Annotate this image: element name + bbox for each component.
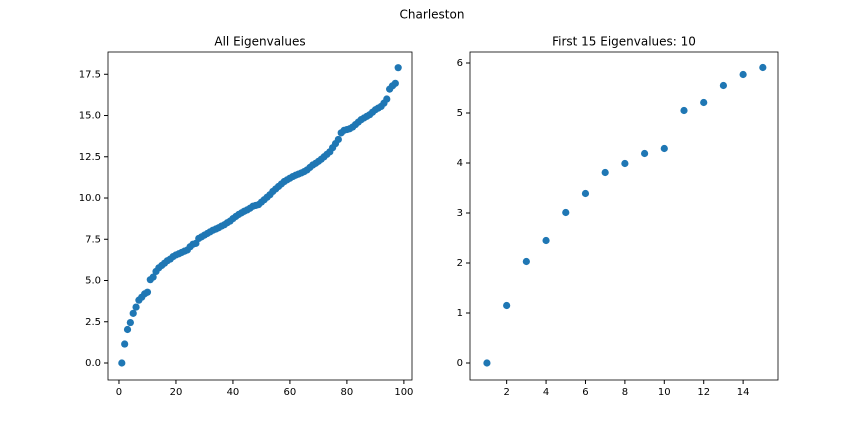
y-tick-label: 12.5 [79, 152, 101, 163]
y-tick-label: 1 [457, 308, 463, 319]
x-tick-label: 6 [582, 387, 588, 398]
point [660, 144, 668, 153]
x-tick-label: 100 [394, 387, 413, 398]
point [143, 288, 152, 296]
point [394, 64, 402, 72]
x-tick-label: 40 [227, 387, 240, 398]
x-tick-label: 4 [543, 387, 549, 398]
x-tick-label: 2 [503, 387, 509, 398]
y-tick-label: 0 [457, 358, 463, 369]
y-tick-label: 15.0 [79, 111, 101, 122]
point [132, 303, 140, 311]
axes-frame [107, 51, 413, 381]
point [719, 81, 728, 90]
point [680, 106, 688, 115]
point [522, 257, 530, 266]
x-tick-label: 12 [697, 387, 710, 398]
x-tick-label: 60 [284, 387, 297, 398]
point [542, 236, 550, 245]
axes-title: First 15 Eigenvalues: 10 [552, 35, 696, 49]
y-tick-label: 2.5 [85, 317, 101, 328]
point [129, 309, 137, 317]
point [391, 79, 399, 87]
y-tick-label: 3 [457, 208, 463, 219]
point [640, 149, 649, 158]
point [123, 325, 132, 334]
y-tick-label: 5 [457, 108, 463, 119]
point [601, 168, 609, 177]
y-tick-label: 7.5 [85, 234, 101, 245]
point [581, 189, 590, 198]
y-tick-label: 17.5 [79, 69, 101, 80]
point [562, 208, 570, 217]
y-tick-label: 0.0 [85, 358, 101, 369]
y-tick-label: 2 [457, 258, 463, 269]
x-tick-label: 80 [341, 387, 354, 398]
y-tick-label: 4 [457, 158, 463, 169]
point [334, 135, 342, 144]
point [383, 95, 391, 103]
figure-title: Charleston [400, 8, 465, 22]
point [621, 159, 629, 168]
point [126, 318, 134, 327]
x-tick-label: 20 [170, 387, 183, 398]
y-tick-label: 5.0 [85, 276, 101, 287]
y-tick-label: 10.0 [79, 193, 101, 204]
point [118, 359, 126, 367]
point [483, 359, 491, 367]
x-tick-label: 14 [737, 387, 750, 398]
x-tick-label: 0 [116, 387, 122, 398]
y-tick-label: 6 [457, 58, 463, 69]
axes-frame [469, 51, 779, 381]
point [503, 301, 511, 310]
point [149, 273, 157, 281]
point [739, 70, 747, 79]
x-tick-label: 10 [658, 387, 671, 398]
point [700, 98, 708, 107]
point [121, 340, 129, 348]
axes-title: All Eigenvalues [214, 35, 305, 49]
point [759, 63, 767, 72]
x-tick-label: 8 [622, 387, 628, 398]
